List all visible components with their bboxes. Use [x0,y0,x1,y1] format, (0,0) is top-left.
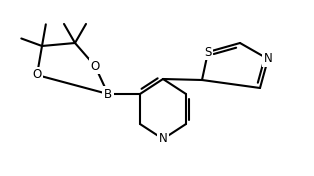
Text: O: O [32,68,42,81]
Text: N: N [159,133,167,146]
Text: S: S [204,46,212,58]
Text: O: O [90,59,100,73]
Text: N: N [264,52,272,65]
Text: B: B [104,87,112,100]
